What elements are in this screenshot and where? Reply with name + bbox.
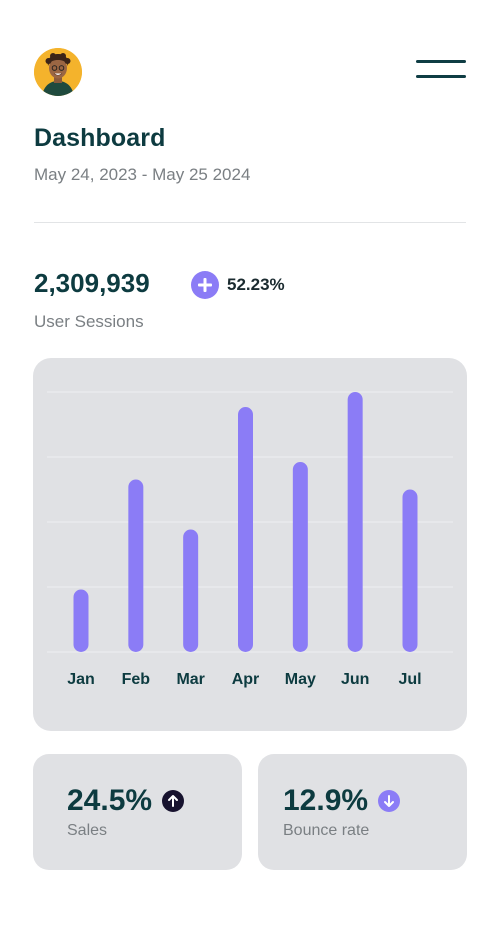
plus-circle-icon: [191, 271, 219, 299]
arrow-up-icon: [162, 790, 185, 812]
avatar-portrait-icon: [34, 48, 82, 96]
chart-tick-label-apr: Apr: [232, 671, 260, 688]
chart-tick-label-may: May: [285, 671, 316, 688]
chart-bar-apr[interactable]: [238, 407, 253, 652]
sales-value: 24.5%: [67, 784, 153, 817]
chart-bar-jul[interactable]: [402, 489, 418, 653]
sales-card[interactable]: 24.5% Sales: [33, 754, 242, 870]
bounce-value-row: 12.9%: [283, 784, 401, 818]
top-bar: [34, 48, 466, 96]
chart-tick-label-mar: Mar: [176, 671, 204, 688]
chart-bar-feb[interactable]: [128, 479, 144, 653]
chart-tick-label-jan: Jan: [67, 671, 95, 688]
user-avatar[interactable]: [34, 48, 82, 96]
sales-value-row: 24.5%: [67, 784, 185, 818]
arrow-down-icon: [378, 790, 401, 812]
bounce-rate-label: Bounce rate: [283, 822, 370, 839]
growth-badge: 52.23%: [191, 271, 285, 299]
chart-tick-label-jun: Jun: [341, 671, 369, 688]
chart-tick-label-feb: Feb: [122, 671, 151, 688]
hamburger-menu-button[interactable]: [416, 58, 466, 80]
header-divider: [34, 222, 466, 223]
user-sessions-value: 2,309,939: [34, 268, 150, 298]
chart-bar-mar[interactable]: [183, 529, 199, 653]
chart-tick-label-jul: Jul: [398, 671, 421, 688]
sessions-chart-card: Jan Feb Mar Apr May Jun Jul: [33, 358, 467, 731]
chart-bar-jun[interactable]: [347, 392, 363, 652]
chart-bar-may[interactable]: [292, 462, 308, 652]
user-sessions-label: User Sessions: [34, 312, 144, 331]
sales-label: Sales: [67, 822, 108, 839]
growth-value: 52.23%: [227, 275, 285, 294]
menu-line-bottom: [416, 75, 466, 78]
bounce-rate-value: 12.9%: [283, 784, 369, 817]
sessions-bar-chart: Jan Feb Mar Apr May Jun Jul: [47, 391, 453, 688]
date-range[interactable]: May 24, 2023 - May 25 2024: [34, 165, 251, 184]
chart-bar-jan[interactable]: [73, 589, 89, 653]
bounce-rate-card[interactable]: 12.9% Bounce rate: [258, 754, 467, 870]
page-title: Dashboard: [34, 124, 166, 152]
menu-line-top: [416, 60, 466, 63]
